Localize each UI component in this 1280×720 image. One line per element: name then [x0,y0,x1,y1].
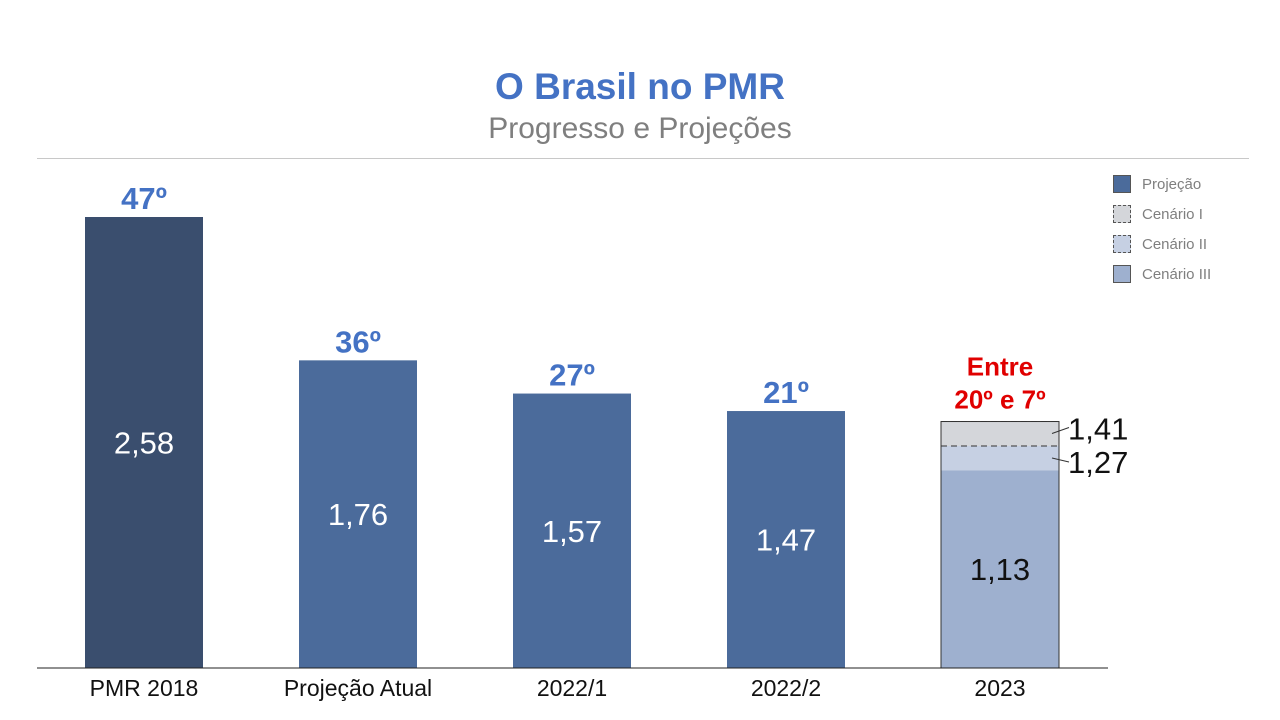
x-tick-label: Projeção Atual [284,675,432,701]
legend-swatch [1113,175,1131,193]
highlight-label: 20º e 7º [954,385,1046,415]
rank-label: 21º [763,375,809,410]
legend-swatch [1113,265,1131,283]
bar-segment-cenario-ii [941,445,1059,471]
bar [727,411,845,668]
x-tick-label: PMR 2018 [90,675,199,701]
bar-value-label: 2,58 [114,426,174,461]
scenario-value-label: 1,27 [1068,445,1128,480]
x-tick-label: 2023 [974,675,1025,701]
rank-label: 47º [121,181,167,216]
legend-swatch [1113,205,1131,223]
chart-subtitle: Progresso e Projeções [488,112,792,145]
rank-label: 27º [549,358,595,393]
title-divider [37,158,1249,159]
chart-legend: Projeção Cenário I Cenário II Cenário II… [1113,174,1211,294]
scenario-value-label: 1,41 [1068,412,1128,447]
callout-line [1051,457,1070,463]
bar [513,393,631,668]
bar-value-label: 1,57 [542,514,602,549]
highlight-label: Entre [967,352,1033,382]
legend-swatch [1113,235,1131,253]
legend-item-cenario-i: Cenário I [1113,204,1211,224]
x-tick-label: 2022/2 [751,675,821,701]
legend-label: Cenário I [1142,205,1203,223]
bar-value-label: 1,47 [756,523,816,558]
legend-label: Cenário III [1142,265,1212,283]
legend-label: Projeção [1142,175,1202,193]
legend-label: Cenário II [1142,235,1208,253]
bar [299,360,417,668]
bar-value-label: 1,76 [328,497,388,532]
x-tick-label: 2022/1 [537,675,607,701]
rank-label: 36º [335,324,381,359]
callout-line [1051,427,1070,434]
chart-title: O Brasil no PMR [495,66,785,107]
legend-item-cenario-iii: Cenário III [1113,264,1211,284]
bar-value-label: 1,13 [970,552,1030,587]
bar [85,217,203,668]
bar-segment-cenario-i [941,421,1059,446]
legend-item-cenario-ii: Cenário II [1113,234,1211,254]
bar-segment-cenario-iii [941,470,1059,668]
legend-item-projecao: Projeção [1113,174,1211,194]
